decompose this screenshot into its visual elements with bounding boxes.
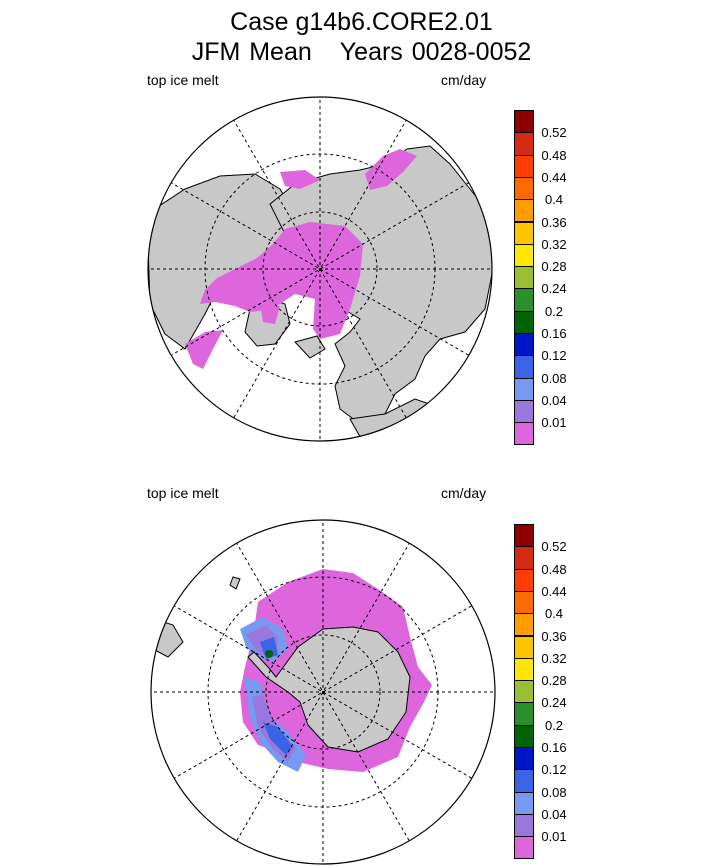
colorbar-tick-label: 0.04 [541, 806, 567, 822]
colorbar-swatch [514, 154, 534, 178]
south-graticule [151, 520, 495, 864]
south-polar-map [150, 519, 496, 865]
south-variable-label: top ice melt [147, 485, 219, 501]
colorbar-tick-label: 0.08 [541, 370, 567, 386]
colorbar-swatch [514, 310, 534, 334]
season-label: JFM Mean [191, 38, 312, 66]
colorbar-tick-label: 0.12 [541, 348, 567, 364]
colorbar-swatch [514, 110, 534, 134]
colorbar-swatch [514, 221, 534, 245]
colorbar-swatch [514, 132, 534, 156]
colorbar-tick-label: 0.12 [541, 762, 567, 778]
north-units-label: cm/day [441, 72, 487, 88]
figure-subtitle: JFM Mean Years 0028-0052 [0, 38, 723, 67]
colorbar-tick-label: 0.52 [541, 125, 567, 141]
colorbar-tick-label: 0.52 [541, 539, 567, 555]
colorbar-tick-label: 0.16 [541, 326, 567, 341]
colorbar-swatch [514, 568, 534, 592]
colorbar-tick-label: 0.32 [541, 236, 567, 252]
north-variable-label: top ice melt [147, 72, 219, 88]
colorbar-tick-label: 0.48 [541, 561, 567, 577]
colorbar-swatch [514, 680, 534, 704]
colorbar-swatch [514, 590, 534, 615]
figure-title-case: Case g14b6.CORE2.01 [230, 8, 493, 36]
colorbar-swatch [514, 243, 534, 268]
colorbar-tick-label: 0.04 [541, 392, 567, 408]
north-graticule [148, 97, 492, 441]
colorbar-swatch [514, 657, 534, 682]
north-map-boundary [147, 96, 493, 442]
colorbar-tick-label: 0.32 [541, 650, 567, 666]
colorbar-tick-label: 0.2 [544, 717, 564, 733]
colorbar-swatch [514, 288, 534, 312]
colorbar-tick-label: 0.24 [541, 695, 567, 711]
colorbar-swatch [514, 546, 534, 570]
colorbar-swatch [514, 702, 534, 726]
colorbar-swatch [514, 613, 534, 637]
colorbar-swatch [514, 333, 534, 357]
south-melt-darkblue [260, 637, 293, 755]
colorbar-swatch [514, 791, 534, 815]
colorbar-tick-label: 0.4 [544, 606, 564, 622]
colorbar-tick-label: 0.24 [541, 281, 567, 297]
colorbar-swatch [514, 769, 534, 793]
colorbar-tick-label: 0.48 [541, 147, 567, 163]
colorbar-swatch [514, 724, 534, 748]
south-units-label: cm/day [441, 485, 487, 501]
colorbar-swatch [514, 813, 534, 838]
colorbar-tick-label: 0.08 [541, 784, 567, 800]
colorbar-swatch [514, 524, 534, 548]
colorbar-swatch [514, 199, 534, 223]
north-sea-ice [185, 149, 417, 369]
colorbar-swatch [514, 377, 534, 401]
north-polar-map [147, 96, 493, 442]
colorbar-swatch [514, 747, 534, 771]
colorbar-swatch [514, 422, 534, 446]
colorbar-tick-label: 0.4 [544, 192, 564, 208]
colorbar-tick-label: 0.36 [541, 628, 567, 644]
north-landmass [148, 145, 492, 441]
colorbar-swatch [514, 635, 534, 659]
colorbar-tick-label: 0.16 [541, 740, 567, 755]
colorbar-tick-label: 0.28 [541, 259, 567, 275]
colorbar-tick-label: 0.28 [541, 673, 567, 689]
colorbar-tick-label: 0.01 [541, 415, 567, 431]
colorbar-swatch [514, 355, 534, 379]
south-melt-hotspot [265, 650, 273, 658]
colorbar-tick-label: 0.01 [541, 829, 567, 845]
years-label: Years 0028-0052 [339, 38, 532, 66]
colorbar-tick-label: 0.44 [541, 583, 567, 599]
colorbar-swatch [514, 836, 534, 860]
colorbar-tick-label: 0.44 [541, 169, 567, 185]
colorbar-swatch [514, 399, 534, 424]
colorbar-tick-label: 0.2 [544, 303, 564, 319]
colorbar-swatch [514, 266, 534, 290]
colorbar-tick-label: 0.36 [541, 214, 567, 230]
colorbar-swatch [514, 176, 534, 201]
